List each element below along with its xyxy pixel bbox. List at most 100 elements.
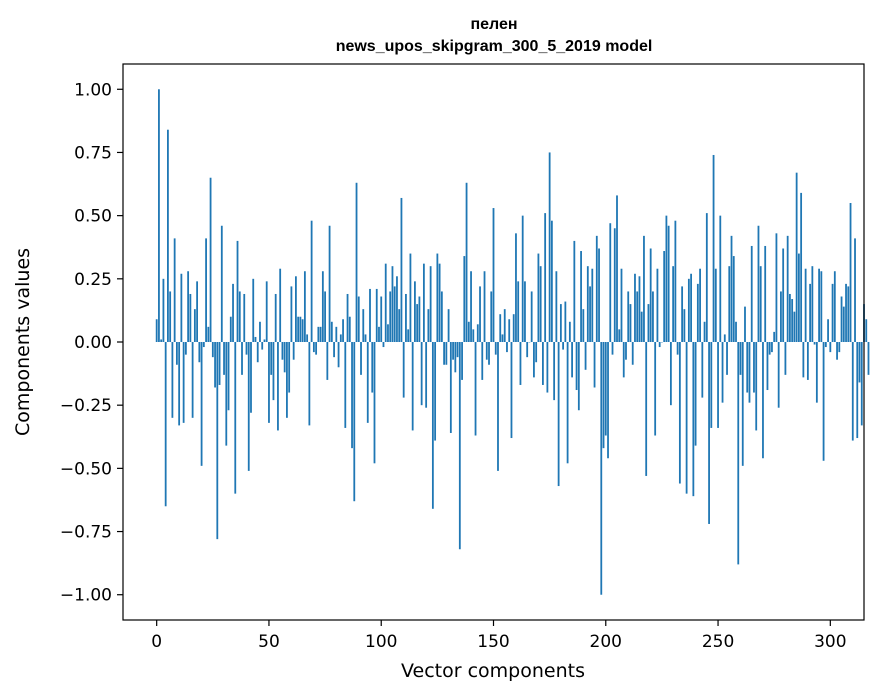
bar: [643, 235, 645, 342]
bar: [806, 342, 809, 380]
bar: [501, 334, 504, 342]
bar: [694, 342, 697, 446]
bar: [373, 342, 376, 464]
x-tick-label: 100: [365, 632, 397, 652]
bar: [375, 288, 378, 342]
bar: [735, 321, 737, 342]
bar: [407, 329, 410, 342]
bar: [299, 316, 302, 342]
bar: [842, 306, 845, 342]
bar: [342, 319, 344, 342]
bar: [252, 278, 255, 342]
bar: [723, 334, 726, 342]
bar: [387, 324, 389, 342]
bar: [225, 342, 228, 446]
bar: [162, 278, 165, 342]
bar: [474, 342, 477, 436]
bar: [564, 301, 567, 342]
bar: [708, 342, 710, 524]
bar: [589, 286, 591, 342]
bar: [654, 342, 657, 436]
bar: [620, 268, 623, 342]
y-tick-label: −0.50: [60, 459, 112, 479]
bar: [553, 342, 556, 401]
bar: [405, 293, 407, 342]
bar-series: [155, 89, 870, 595]
bar: [609, 223, 612, 342]
bar: [658, 342, 661, 348]
bar: [755, 342, 758, 431]
bar: [773, 331, 776, 342]
bar: [175, 342, 178, 365]
bar: [297, 316, 300, 342]
bar: [171, 342, 174, 418]
bar: [488, 342, 490, 365]
bar: [618, 329, 621, 342]
y-axis-ticks: 1.00 0.75 0.50 0.25 0.00 −0.25 −0.50 −0.75 −1.00: [60, 80, 123, 606]
bar: [701, 342, 704, 398]
bar: [485, 342, 488, 360]
bar: [481, 342, 484, 380]
bar: [577, 342, 580, 411]
bar: [308, 342, 311, 426]
bar: [656, 268, 659, 342]
bar: [447, 309, 450, 342]
bar: [649, 248, 652, 342]
bar: [506, 342, 508, 353]
bar: [568, 321, 571, 342]
bar: [324, 291, 326, 342]
bar: [719, 215, 722, 342]
bar: [818, 268, 820, 342]
bar: [398, 309, 401, 342]
bar: [479, 286, 481, 342]
bar: [164, 342, 167, 507]
bar: [380, 296, 383, 342]
bar: [699, 268, 701, 342]
bar: [685, 342, 688, 494]
bar: [573, 240, 576, 342]
bar: [178, 342, 181, 426]
bar: [669, 342, 672, 406]
bar: [728, 266, 731, 342]
bar: [261, 342, 264, 350]
bar: [793, 311, 796, 342]
bar: [416, 304, 419, 342]
bar: [840, 296, 843, 342]
bar: [339, 334, 342, 342]
bar: [328, 225, 331, 342]
bar: [326, 342, 329, 380]
bar: [422, 263, 425, 342]
bar: [396, 276, 398, 342]
bar: [158, 89, 160, 343]
bar: [784, 342, 787, 375]
bar: [645, 342, 648, 476]
bar: [690, 273, 692, 342]
bar: [721, 342, 724, 403]
bar: [472, 329, 475, 342]
bar: [227, 342, 230, 411]
bar: [445, 342, 448, 365]
bar: [510, 342, 513, 439]
bar: [550, 220, 553, 342]
bar: [369, 288, 371, 342]
bar: [730, 235, 733, 342]
bar: [189, 293, 192, 342]
bar: [449, 342, 452, 433]
bar: [804, 268, 807, 342]
bar: [636, 291, 639, 342]
x-tick-label: 50: [258, 632, 280, 652]
bar: [771, 342, 773, 353]
bar: [582, 309, 585, 342]
bar: [232, 283, 234, 342]
bar: [851, 342, 854, 441]
bar: [542, 342, 544, 385]
bar: [371, 342, 374, 393]
bar: [198, 342, 201, 363]
bar: [604, 342, 607, 436]
bar: [672, 266, 675, 342]
bar: [259, 321, 261, 342]
bar: [337, 342, 340, 368]
bar: [497, 342, 499, 471]
bar: [530, 291, 533, 342]
bar: [220, 225, 223, 342]
